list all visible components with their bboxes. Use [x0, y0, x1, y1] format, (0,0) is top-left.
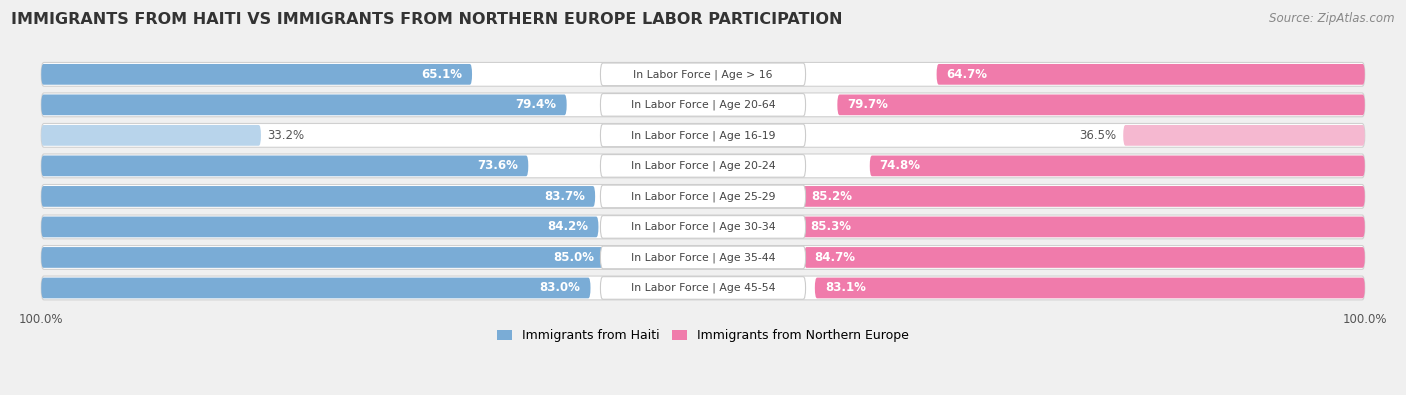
Text: 83.0%: 83.0%	[540, 282, 581, 294]
Legend: Immigrants from Haiti, Immigrants from Northern Europe: Immigrants from Haiti, Immigrants from N…	[492, 324, 914, 347]
Text: 84.2%: 84.2%	[547, 220, 589, 233]
PathPatch shape	[41, 216, 599, 237]
Text: In Labor Force | Age 35-44: In Labor Force | Age 35-44	[631, 252, 775, 263]
Text: 85.0%: 85.0%	[553, 251, 593, 264]
PathPatch shape	[838, 94, 1365, 115]
PathPatch shape	[41, 64, 472, 85]
PathPatch shape	[600, 124, 806, 147]
PathPatch shape	[600, 185, 806, 208]
Text: In Labor Force | Age > 16: In Labor Force | Age > 16	[633, 69, 773, 79]
PathPatch shape	[801, 186, 1365, 207]
PathPatch shape	[804, 247, 1365, 268]
Text: 85.2%: 85.2%	[811, 190, 852, 203]
Text: 83.7%: 83.7%	[544, 190, 585, 203]
PathPatch shape	[41, 62, 1365, 86]
PathPatch shape	[41, 125, 262, 146]
PathPatch shape	[41, 94, 567, 115]
PathPatch shape	[41, 276, 1365, 300]
PathPatch shape	[800, 216, 1365, 237]
Text: 83.1%: 83.1%	[825, 282, 866, 294]
PathPatch shape	[600, 246, 806, 269]
PathPatch shape	[41, 184, 1365, 208]
Text: IMMIGRANTS FROM HAITI VS IMMIGRANTS FROM NORTHERN EUROPE LABOR PARTICIPATION: IMMIGRANTS FROM HAITI VS IMMIGRANTS FROM…	[11, 12, 842, 27]
Text: 79.7%: 79.7%	[848, 98, 889, 111]
PathPatch shape	[936, 64, 1365, 85]
PathPatch shape	[41, 156, 529, 176]
PathPatch shape	[1123, 125, 1365, 146]
Text: 65.1%: 65.1%	[422, 68, 463, 81]
Text: Source: ZipAtlas.com: Source: ZipAtlas.com	[1270, 12, 1395, 25]
Text: 36.5%: 36.5%	[1080, 129, 1116, 142]
Text: 64.7%: 64.7%	[946, 68, 987, 81]
Text: In Labor Force | Age 16-19: In Labor Force | Age 16-19	[631, 130, 775, 141]
Text: In Labor Force | Age 30-34: In Labor Force | Age 30-34	[631, 222, 775, 232]
Text: 85.3%: 85.3%	[810, 220, 851, 233]
PathPatch shape	[41, 124, 1365, 147]
Text: In Labor Force | Age 25-29: In Labor Force | Age 25-29	[631, 191, 775, 202]
PathPatch shape	[41, 247, 603, 268]
Text: 73.6%: 73.6%	[478, 160, 519, 172]
PathPatch shape	[600, 63, 806, 86]
PathPatch shape	[41, 93, 1365, 117]
PathPatch shape	[815, 278, 1365, 298]
Text: In Labor Force | Age 20-24: In Labor Force | Age 20-24	[631, 161, 775, 171]
Text: 74.8%: 74.8%	[880, 160, 921, 172]
Text: 33.2%: 33.2%	[267, 129, 305, 142]
PathPatch shape	[41, 186, 595, 207]
PathPatch shape	[41, 154, 1365, 178]
Text: In Labor Force | Age 45-54: In Labor Force | Age 45-54	[631, 283, 775, 293]
PathPatch shape	[41, 278, 591, 298]
Text: 84.7%: 84.7%	[814, 251, 855, 264]
PathPatch shape	[600, 216, 806, 238]
PathPatch shape	[870, 156, 1365, 176]
Text: 79.4%: 79.4%	[516, 98, 557, 111]
PathPatch shape	[600, 276, 806, 299]
PathPatch shape	[41, 246, 1365, 269]
PathPatch shape	[600, 154, 806, 177]
PathPatch shape	[600, 94, 806, 116]
PathPatch shape	[41, 215, 1365, 239]
Text: In Labor Force | Age 20-64: In Labor Force | Age 20-64	[631, 100, 775, 110]
